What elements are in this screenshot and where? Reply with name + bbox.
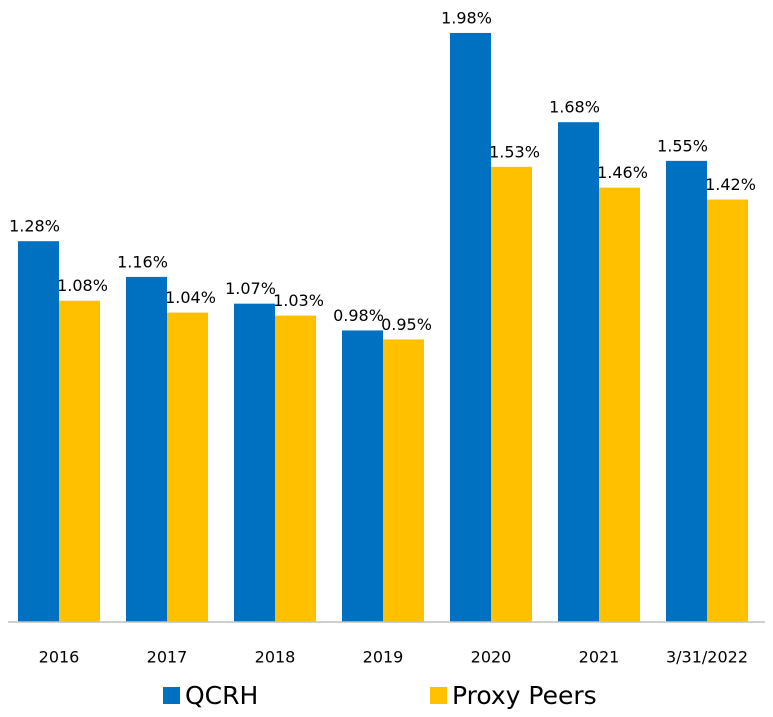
- data-label: 1.53%: [489, 142, 540, 161]
- bar: [126, 276, 167, 622]
- bar: [342, 330, 383, 622]
- legend-swatch: [163, 687, 180, 704]
- data-label: 1.28%: [9, 217, 60, 236]
- data-label: 1.16%: [117, 252, 168, 271]
- legend-swatch: [430, 687, 447, 704]
- x-tick-label: 3/31/2022: [666, 648, 748, 667]
- data-label: 1.03%: [273, 291, 324, 310]
- x-tick-label: 2019: [363, 648, 404, 667]
- bar: [558, 122, 599, 622]
- data-label: 0.98%: [333, 306, 384, 325]
- data-label: 1.42%: [705, 175, 756, 194]
- bar: [383, 339, 424, 622]
- x-tick-label: 2021: [579, 648, 620, 667]
- bar: [234, 303, 275, 622]
- data-label: 1.08%: [57, 276, 108, 295]
- data-label: 1.55%: [657, 136, 708, 155]
- x-tick-label: 2018: [255, 648, 296, 667]
- data-label: 1.68%: [549, 98, 600, 117]
- bar: [707, 199, 748, 623]
- x-tick-label: 2020: [471, 648, 512, 667]
- bar: [275, 315, 316, 622]
- bar: [167, 312, 208, 622]
- data-label: 1.46%: [597, 163, 648, 182]
- bar: [450, 32, 491, 622]
- bar: [491, 166, 532, 622]
- x-tick-label: 2017: [147, 648, 188, 667]
- x-tick-label: 2016: [39, 648, 80, 667]
- bar: [599, 187, 640, 622]
- legend-label: QCRH: [185, 681, 258, 710]
- data-label: 1.98%: [441, 8, 492, 27]
- data-label: 0.95%: [381, 315, 432, 334]
- bar: [666, 160, 707, 622]
- legend-label: Proxy Peers: [452, 681, 597, 710]
- data-label: 1.04%: [165, 288, 216, 307]
- data-label: 1.07%: [225, 279, 276, 298]
- bar: [59, 300, 100, 622]
- bar: [18, 241, 59, 622]
